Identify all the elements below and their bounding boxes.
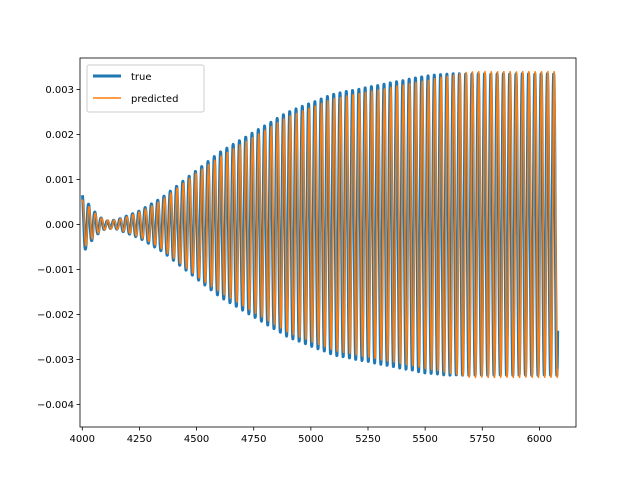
- y-tick-label: 0.000: [45, 220, 74, 231]
- y-tick-label: −0.004: [37, 400, 74, 411]
- x-tick-label: 4000: [70, 434, 95, 445]
- x-tick-label: 5000: [298, 434, 323, 445]
- y-tick-label: −0.002: [37, 310, 74, 321]
- series-line-predicted: [81, 70, 559, 379]
- x-tick-label: 4500: [184, 434, 209, 445]
- legend-label-true: true: [131, 72, 152, 83]
- plot-area: [79, 57, 577, 428]
- x-axis: 4000 4250 4500 4750 5000 5250 5500 5750 6000: [70, 427, 552, 445]
- legend-label-predicted: predicted: [131, 94, 178, 105]
- x-tick-label: 6000: [527, 434, 552, 445]
- y-tick-label: 0.003: [45, 85, 74, 96]
- y-axis: −0.004 −0.003 −0.002 −0.001 0.000 0.001 0.002 0…: [37, 85, 80, 411]
- axes-frame: [79, 57, 577, 428]
- x-tick-label: 5250: [355, 434, 380, 445]
- y-tick-label: −0.003: [37, 355, 74, 366]
- x-tick-label: 4750: [241, 434, 266, 445]
- y-tick-label: 0.001: [45, 175, 74, 186]
- x-tick-label: 4250: [127, 434, 152, 445]
- series-layer: [80, 70, 560, 379]
- x-tick-label: 5750: [470, 434, 495, 445]
- x-tick-label: 5500: [412, 434, 437, 445]
- y-tick-label: 0.002: [45, 130, 74, 141]
- legend: true predicted: [86, 64, 205, 113]
- y-tick-label: −0.001: [37, 265, 74, 276]
